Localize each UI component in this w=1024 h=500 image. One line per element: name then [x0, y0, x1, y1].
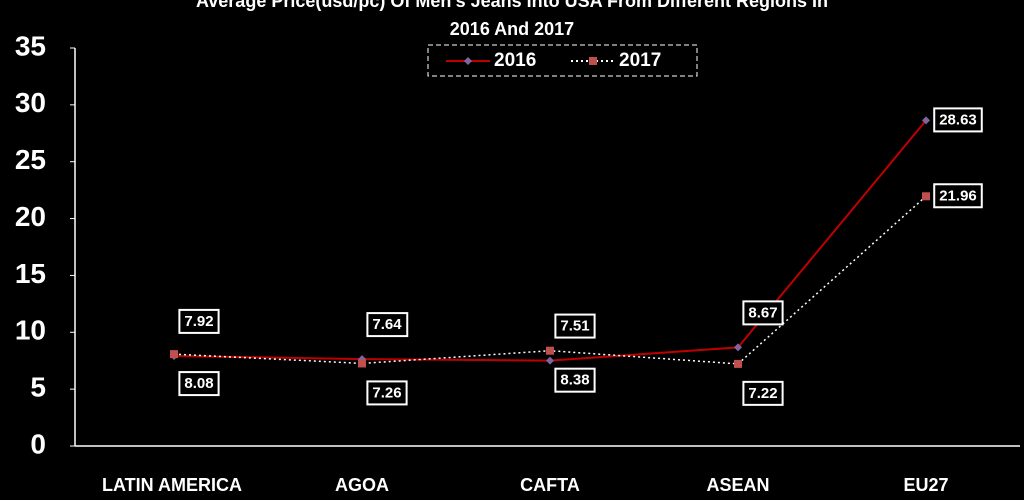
- legend-label: 2016: [494, 50, 536, 71]
- point-marker: [546, 356, 554, 365]
- y-tick-label: 5: [30, 372, 46, 403]
- value-label: 28.63: [939, 111, 977, 128]
- point-marker: [546, 346, 554, 355]
- value-label: 8.67: [748, 304, 777, 321]
- value-label: 7.22: [748, 385, 777, 402]
- point-marker: [734, 359, 742, 368]
- value-label-box: [933, 183, 983, 209]
- y-tick-label: 0: [30, 428, 46, 459]
- value-label: 8.08: [184, 375, 213, 392]
- series-line: [173, 195, 927, 365]
- y-tick-label: 15: [15, 258, 46, 289]
- value-label-box: [366, 380, 408, 406]
- series-line: [173, 119, 927, 362]
- value-label-box: [178, 308, 220, 334]
- point-marker: [922, 116, 930, 125]
- point-marker: [170, 350, 178, 359]
- value-label: 8.38: [560, 372, 589, 389]
- value-label: 7.64: [372, 316, 402, 333]
- x-tick-label: ASEAN: [706, 475, 769, 495]
- y-tick-label: 35: [15, 30, 46, 61]
- value-label: 7.92: [184, 313, 213, 330]
- x-tick-label: LATIN AMERICA: [102, 475, 242, 495]
- y-tick-label: 20: [15, 201, 46, 232]
- chart-title: 2016 And 2017: [450, 19, 574, 39]
- chart-title: Average Price(usd/pc) Of Men's Jeans Int…: [196, 0, 828, 11]
- value-label-box: [366, 312, 409, 338]
- y-tick-label: 10: [15, 315, 46, 346]
- legend-marker: [589, 57, 597, 65]
- legend-marker: [464, 57, 472, 65]
- value-label-box: [742, 380, 784, 406]
- value-label-box: [554, 367, 596, 393]
- y-tick-label: 25: [15, 144, 46, 175]
- legend-box: [427, 44, 698, 77]
- value-label-box: [178, 371, 220, 397]
- value-label: 7.26: [372, 384, 401, 401]
- point-marker: [358, 359, 366, 368]
- value-label: 7.51: [560, 318, 589, 335]
- value-label-box: [933, 107, 983, 133]
- value-label: 21.96: [939, 187, 977, 204]
- value-label-box: [742, 300, 784, 326]
- legend-label: 2017: [619, 50, 661, 71]
- y-tick-label: 30: [15, 87, 46, 118]
- point-marker: [734, 343, 742, 352]
- x-tick-label: CAFTA: [520, 475, 580, 495]
- x-tick-label: EU27: [903, 475, 948, 495]
- value-label-box: [554, 313, 596, 339]
- x-tick-label: AGOA: [335, 475, 389, 495]
- point-marker: [922, 192, 930, 201]
